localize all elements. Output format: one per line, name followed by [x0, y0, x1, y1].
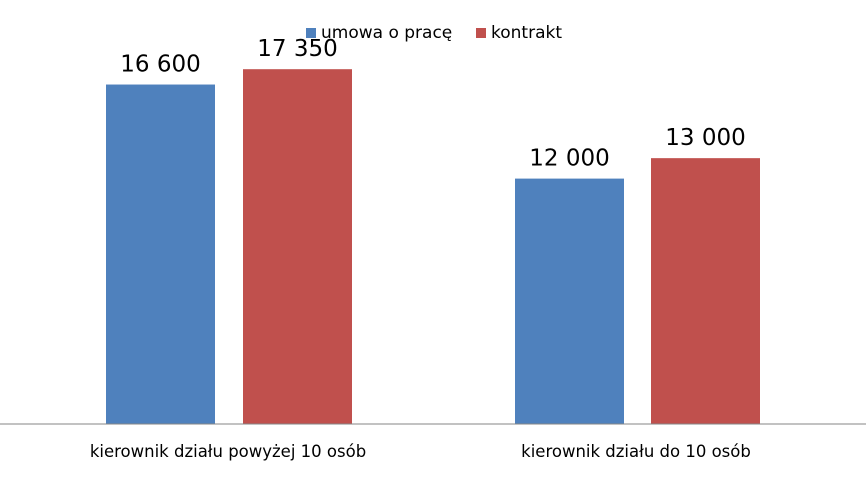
bar-2 — [243, 69, 352, 424]
data-label-2: 17 350 — [257, 36, 337, 62]
legend-label-2: kontrakt — [491, 23, 562, 43]
bar-1 — [106, 84, 215, 424]
bar-3 — [515, 178, 624, 424]
category-labels: kierownik działu powyżej 10 osób kierowni… — [90, 442, 751, 461]
category-label-1: kierownik działu powyżej 10 osób — [90, 442, 366, 461]
data-label-1: 16 600 — [120, 52, 200, 78]
bar-4 — [651, 158, 760, 424]
legend: umowa o pracę kontrakt — [306, 23, 562, 43]
data-label-4: 13 000 — [665, 125, 745, 151]
legend-swatch-2 — [476, 28, 486, 38]
legend-label-1: umowa o pracę — [321, 23, 452, 43]
category-label-2: kierownik działu do 10 osób — [521, 442, 751, 461]
data-label-3: 12 000 — [529, 146, 609, 172]
bars: 16 600 17 350 12 000 13 000 — [106, 36, 760, 424]
legend-swatch-1 — [306, 28, 316, 38]
